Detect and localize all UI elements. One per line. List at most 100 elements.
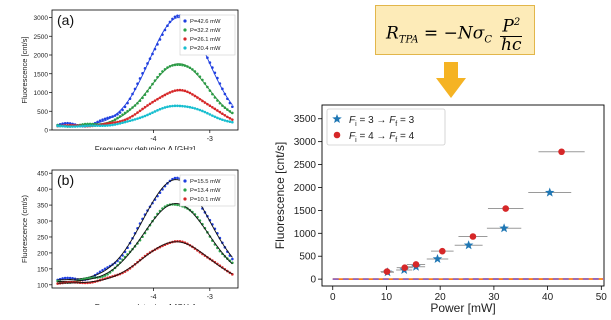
- legend-box: [179, 14, 236, 56]
- y-tick-label: 0: [310, 275, 316, 286]
- data-point: [221, 104, 224, 107]
- x-tick-label: 30: [488, 292, 500, 303]
- y-axis-label: Fluorescence (cnt/s): [20, 195, 29, 263]
- y-tick-label: 1500: [34, 71, 49, 78]
- data-point: [68, 122, 72, 125]
- series-3: [56, 104, 234, 128]
- legend: P=15.5 mW P=13.4 mW P=10.1 mW: [179, 174, 236, 207]
- legend-entry-part: i: [355, 121, 357, 128]
- x-tick-label: 10: [381, 292, 393, 303]
- data-point: [101, 118, 104, 121]
- y-tick-label: 500: [299, 252, 316, 263]
- data-point: [176, 176, 179, 180]
- formula-fraction: P2 hc: [500, 14, 523, 55]
- y-tick-label: 2500: [294, 160, 317, 171]
- legend-entry: P=42.6 mW: [190, 19, 221, 25]
- formula-numerator: P2: [500, 14, 523, 37]
- legend-entry-part: = 3 →: [357, 115, 390, 126]
- data-point-circle: [412, 261, 420, 268]
- legend-entry: P=13.4 mW: [190, 188, 221, 194]
- legend-entry-part: F: [389, 131, 396, 142]
- y-tick-label: 450: [37, 171, 48, 178]
- series-1: [380, 148, 585, 275]
- formula-lhs: R: [386, 23, 399, 44]
- data-point: [86, 276, 89, 280]
- y-tick-label: 1000: [294, 229, 317, 240]
- formula-equals: = −N: [423, 23, 473, 44]
- legend-entry-part: = 4 →: [357, 131, 390, 142]
- data-point: [98, 119, 102, 123]
- chart-panel-b: 100 150 200 250 300 350 400 450 -4 -3 Frequency de…: [20, 169, 239, 305]
- legend-entry-part: i: [355, 137, 357, 144]
- y-tick-label: 350: [37, 203, 48, 210]
- data-point-circle: [383, 268, 391, 275]
- data-point: [103, 117, 107, 121]
- x-axis-label: Frequency detuning Δ [GHz]: [95, 303, 196, 305]
- data-point: [66, 121, 69, 125]
- tpa-rate-formula: RTPA = −NσC P2 hc: [386, 14, 523, 55]
- data-point: [63, 121, 67, 125]
- formula-denominator: hc: [501, 34, 522, 55]
- y-tick-label: 2500: [34, 34, 49, 41]
- series-1: [56, 63, 234, 128]
- legend-entry-part: F: [349, 131, 356, 142]
- fit-curve: [57, 105, 233, 127]
- data-point-circle: [502, 205, 510, 212]
- data-point: [66, 276, 69, 280]
- x-tick-label: 40: [542, 292, 554, 303]
- data-point: [101, 268, 104, 272]
- legend-marker: [183, 19, 187, 23]
- y-tick-label: 150: [37, 266, 48, 273]
- data-point: [173, 176, 177, 180]
- formula-lhs-subscript: TPA: [398, 34, 419, 46]
- legend-marker-star: [332, 114, 342, 124]
- y-tick-label: 400: [37, 187, 48, 194]
- down-arrow-icon: [436, 62, 466, 98]
- y-tick-label: 2000: [294, 183, 317, 194]
- data-point-circle: [469, 233, 477, 240]
- plot-frame: [51, 9, 239, 131]
- x-tick-label: 50: [596, 292, 608, 303]
- data-point: [231, 257, 234, 261]
- legend-entry: P=10.1 mW: [190, 197, 221, 203]
- x-tick-label: -3: [207, 136, 213, 143]
- y-tick-label: 0: [44, 128, 48, 135]
- y-tick-label: 3000: [294, 137, 317, 148]
- y-tick-label: 250: [37, 234, 48, 241]
- y-tick-label: 200: [37, 250, 48, 257]
- y-tick-label: 3000: [34, 15, 49, 22]
- legend-entry: Fi = 3 → Ff = 3: [349, 115, 415, 128]
- y-axis-label: Fluorescence [cnt/s]: [20, 36, 29, 103]
- x-tick-label: 0: [330, 292, 336, 303]
- y-tick-label: 2000: [34, 53, 49, 60]
- legend: Fi = 3 → Ff = 3Fi = 4 → Ff = 4: [326, 108, 446, 146]
- y-tick-label: 1000: [34, 90, 49, 97]
- series-2: [56, 239, 234, 285]
- legend-entry: P=32.2 mW: [190, 28, 221, 34]
- data-point-circle: [439, 247, 446, 255]
- legend-marker: [183, 37, 187, 41]
- formula-box: RTPA = −NσC P2 hc: [375, 5, 535, 55]
- legend-entry: P=15.5 mW: [190, 179, 221, 185]
- data-point-star: [432, 253, 443, 264]
- y-tick-label: 100: [37, 282, 48, 289]
- legend-entry: P=26.1 mW: [190, 37, 221, 43]
- data-point: [106, 116, 109, 120]
- panel-label: (a): [57, 12, 74, 28]
- data-point: [61, 277, 64, 280]
- x-tick-label: 20: [435, 292, 447, 303]
- data-point: [173, 15, 177, 19]
- legend-marker: [183, 179, 187, 183]
- y-tick-label: 3500: [294, 114, 317, 125]
- data-point-circle: [401, 264, 409, 271]
- chart-power-dependence: 0 500 1000 1500 2000 2500 3000 3500 0 10 20 30 40 50 P…: [273, 104, 608, 315]
- data-point-star: [544, 187, 555, 197]
- data-point: [176, 14, 179, 18]
- data-point: [61, 122, 64, 125]
- y-tick-label: 500: [37, 109, 48, 116]
- legend-entry-part: = 3: [397, 115, 414, 126]
- series-0: [381, 187, 572, 277]
- y-tick-label: 1500: [294, 206, 317, 217]
- legend-entry-part: = 4: [397, 131, 414, 142]
- chart-panel-a: 0 500 1000 1500 2000 2500 3000 -4 -3 Frequency de…: [20, 9, 239, 150]
